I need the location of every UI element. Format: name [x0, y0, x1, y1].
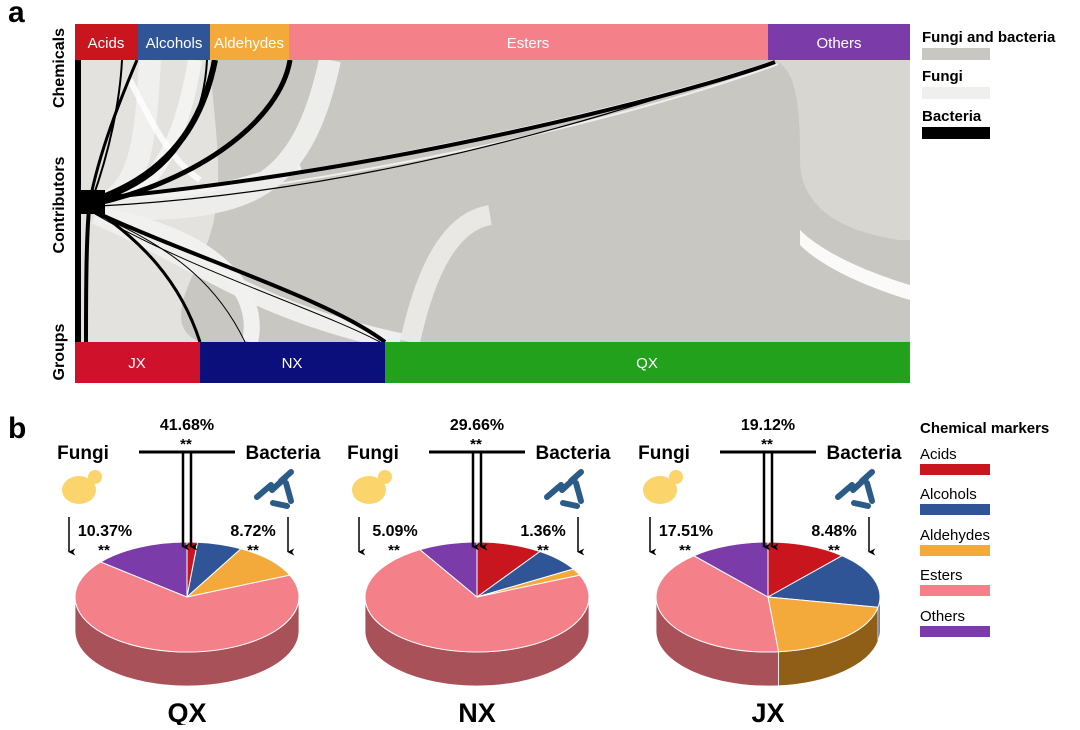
chemical-label-acids: Acids [88, 35, 125, 52]
chemical-bar-esters [289, 24, 768, 60]
pie-group-qx [62, 450, 300, 687]
marker-swatch-acids [920, 464, 990, 475]
fungi-label: Fungi [347, 443, 399, 464]
chemical-bar-alcohols [138, 24, 210, 60]
bacteria-label: Bacteria [536, 443, 611, 464]
group-bar-jx [75, 342, 200, 383]
bacteria-significance: ** [537, 542, 549, 559]
marker-label-aldehydes: Aldehydes [920, 527, 990, 544]
chemicals-bar: Acids Alcohols Aldehydes Esters Others [75, 24, 910, 60]
pie-slice-alcohols [766, 555, 881, 608]
row-label-chemicals: Chemicals [51, 28, 68, 108]
group-label-nx: NX [282, 355, 303, 372]
marker-swatch-aldehydes [920, 545, 990, 556]
legend-label-fungi: Fungi [922, 68, 963, 85]
pie-title-jx: JX [751, 698, 784, 725]
sankey-flows [75, 57, 910, 351]
group-label-qx: QX [636, 355, 658, 372]
fungi-icon [352, 470, 392, 504]
chemical-label-alcohols: Alcohols [146, 35, 203, 52]
bacteria-icon [544, 469, 584, 509]
bacteria-percent: 1.36% [520, 523, 565, 540]
bacteria-icon [835, 469, 875, 509]
legend-label-bacteria: Bacteria [922, 108, 982, 125]
chemical-bar-others [768, 24, 910, 60]
chemical-label-esters: Esters [507, 35, 550, 52]
legend-swatch-fungi-bacteria [922, 48, 990, 60]
pie-group-jx [643, 450, 881, 687]
bacteria-significance: ** [247, 542, 259, 559]
pie-slice-others [99, 541, 188, 598]
fungi-significance: ** [388, 542, 400, 559]
groups-bar: JX NX QX [75, 342, 910, 383]
legend-title-chemical-markers: Chemical markers [920, 420, 1049, 437]
marker-label-alcohols: Alcohols [920, 486, 977, 503]
group-label-jx: JX [128, 355, 146, 372]
combined-percent: 19.12% [741, 417, 795, 434]
pie-slice-aldehydes [767, 596, 879, 653]
bacteria-percent: 8.48% [811, 523, 856, 540]
fungi-percent: 17.51% [659, 523, 713, 540]
legend-label-fungi-bacteria: Fungi and bacteria [922, 29, 1056, 46]
fungi-icon [643, 470, 683, 504]
pie-group-nx [352, 450, 590, 687]
pie-title-nx: NX [458, 698, 496, 725]
combined-percent: 29.66% [450, 417, 504, 434]
row-label-contributors: Contributors [51, 156, 68, 253]
bacteria-icon [254, 469, 294, 509]
pies-layer: QX 41.68% ** Fungi Bacteria 10.37% ** 8.72% ** NX… [57, 417, 902, 728]
fungi-icon [62, 470, 102, 504]
bacteria-percent: 8.72% [230, 523, 275, 540]
marker-label-acids: Acids [920, 446, 957, 463]
chemical-label-aldehydes: Aldehydes [214, 35, 284, 52]
fungi-percent: 5.09% [372, 523, 417, 540]
combined-significance: ** [761, 436, 773, 453]
pie-slice-esters [74, 561, 300, 653]
pie-slice-aldehydes [185, 548, 291, 598]
chemical-bar-aldehydes [210, 24, 289, 60]
bacteria-label: Bacteria [827, 443, 902, 464]
group-bar-qx [385, 342, 910, 383]
panel-b-letter: b [8, 412, 26, 445]
pie-slice-esters [364, 549, 590, 653]
combined-significance: ** [470, 436, 482, 453]
fungi-label: Fungi [638, 443, 690, 464]
chemical-bar-acids [75, 24, 138, 60]
marker-label-others: Others [920, 608, 965, 625]
bacteria-significance: ** [828, 542, 840, 559]
combined-significance: ** [180, 436, 192, 453]
fungi-significance: ** [679, 542, 691, 559]
fungi-label: Fungi [57, 443, 109, 464]
group-bar-nx [200, 342, 385, 383]
combined-percent: 41.68% [160, 417, 214, 434]
pie-slice-acids [767, 541, 844, 598]
chemical-label-others: Others [816, 35, 861, 52]
bacteria-label: Bacteria [246, 443, 321, 464]
pie-slice-esters [655, 555, 780, 653]
fungi-percent: 10.37% [78, 523, 132, 540]
panel-a-letter: a [8, 0, 25, 29]
legend-swatch-bacteria [922, 127, 990, 139]
pie-slice-others [418, 541, 478, 599]
legend-swatch-fungi [922, 87, 990, 99]
marker-swatch-others [920, 626, 990, 637]
marker-label-esters: Esters [920, 567, 963, 584]
pie-title-qx: QX [167, 698, 206, 725]
marker-swatch-esters [920, 585, 990, 596]
contributor-legend: Fungi and bacteria Fungi Bacteria [922, 29, 1056, 139]
chemical-markers-legend: Chemical markers Acids Alcohols Aldehyde… [920, 420, 1049, 637]
marker-swatch-alcohols [920, 504, 990, 515]
row-label-groups: Groups [51, 323, 68, 380]
pie-slice-others [692, 541, 769, 598]
fungi-significance: ** [98, 542, 110, 559]
